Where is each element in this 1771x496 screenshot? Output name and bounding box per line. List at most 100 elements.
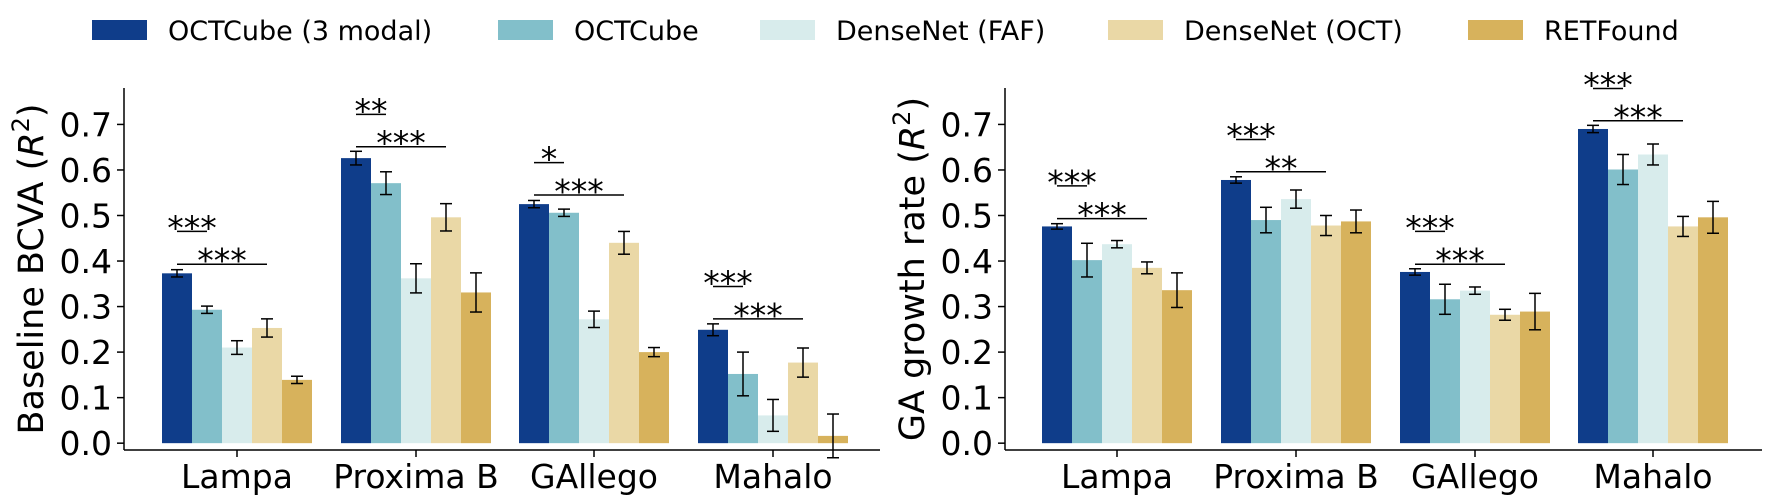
bar [1490, 314, 1520, 444]
x-tick-label: GAllego [530, 457, 658, 496]
significance-label: *** [376, 124, 426, 163]
bar [461, 292, 491, 444]
legend-swatch [760, 20, 815, 40]
y-axis-label: Baseline BCVA (R2) [7, 103, 52, 434]
bar [1162, 290, 1192, 444]
bar [341, 158, 371, 444]
bar [579, 319, 609, 444]
bar [431, 217, 461, 444]
bar [1042, 226, 1072, 444]
bar [401, 278, 431, 444]
bar [1400, 271, 1430, 444]
y-tick-label: 0.5 [941, 196, 993, 235]
bar [1430, 299, 1460, 444]
y-tick-label: 0.6 [60, 151, 112, 190]
significance-label: *** [1405, 208, 1455, 247]
x-tick-label: Lampa [1061, 457, 1173, 496]
y-tick-label: 0.5 [60, 196, 112, 235]
y-axis-label-superscript: 2 [888, 111, 916, 126]
legend-label: DenseNet (FAF) [836, 16, 1045, 47]
bar [162, 273, 192, 444]
bar [1072, 260, 1102, 444]
bar [1460, 290, 1490, 444]
legend: OCTCube (3 modal) OCTCube DenseNet (FAF) De… [92, 16, 1679, 47]
legend-swatch [498, 20, 553, 40]
bar [698, 329, 728, 444]
x-tick-label: Lampa [181, 457, 293, 496]
significance-label: *** [1435, 241, 1485, 280]
bar [1341, 221, 1371, 444]
y-axis-label-text: Baseline BCVA ( [12, 157, 52, 435]
y-axis-label-superscript: 2 [7, 117, 35, 132]
bar [1221, 179, 1251, 444]
bar [1520, 311, 1550, 444]
bar [1698, 217, 1728, 444]
bar [1578, 128, 1608, 444]
x-tick-label: Proxima B [1213, 457, 1379, 496]
legend-label: OCTCube (3 modal) [168, 16, 432, 47]
y-tick-label: 0.4 [941, 242, 993, 281]
y-tick-label: 0.3 [60, 288, 112, 327]
bar [371, 183, 401, 444]
y-axis-label-variable: R [12, 132, 52, 156]
y-tick-label: 0.7 [941, 105, 993, 144]
bar [1132, 267, 1162, 444]
bar [549, 212, 579, 444]
bar [519, 204, 549, 444]
x-tick-label: GAllego [1411, 457, 1539, 496]
y-tick-label: 0.3 [941, 288, 993, 327]
x-tick-label: Proxima B [333, 457, 499, 496]
significance-label: * [541, 140, 558, 179]
y-axis-label: GA growth rate (R2) [888, 97, 933, 441]
y-tick-label: 0.0 [60, 424, 112, 463]
legend-label: DenseNet (OCT) [1184, 16, 1403, 47]
bar [1281, 199, 1311, 444]
significance-label: *** [1077, 196, 1127, 235]
significance-label: *** [197, 241, 247, 280]
significance-label: *** [1583, 65, 1633, 104]
y-tick-label: 0.0 [941, 424, 993, 463]
y-tick-label: 0.7 [60, 105, 112, 144]
y-tick-label: 0.6 [941, 151, 993, 190]
y-axis-label-text: GA growth rate ( [893, 150, 933, 441]
y-axis-label-close: ) [893, 97, 933, 111]
significance-label: *** [733, 296, 783, 335]
y-axis-label-close: ) [12, 103, 52, 117]
bar [1102, 244, 1132, 444]
legend-swatch [92, 20, 147, 40]
bar [222, 347, 252, 444]
significance-label: *** [554, 172, 604, 211]
significance-label: ** [1265, 149, 1298, 188]
bar [192, 309, 222, 444]
bar [1608, 169, 1638, 444]
legend-swatch [1108, 20, 1163, 40]
significance-label: *** [1047, 163, 1097, 202]
y-tick-label: 0.2 [941, 333, 993, 372]
significance-label: *** [703, 264, 753, 303]
significance-label: ** [355, 91, 388, 130]
legend-label: OCTCube [574, 16, 699, 47]
y-tick-label: 0.2 [60, 333, 112, 372]
significance-label: *** [1226, 116, 1276, 155]
bar [639, 352, 669, 444]
significance-label: *** [167, 208, 217, 247]
bar [282, 379, 312, 444]
y-tick-label: 0.4 [60, 242, 112, 281]
bar [1638, 154, 1668, 444]
y-tick-label: 0.1 [60, 379, 112, 418]
bar [1251, 220, 1281, 444]
bar [252, 327, 282, 444]
bar [1311, 225, 1341, 444]
bar [1668, 226, 1698, 444]
chart-ga-growth-rate: 0.0 0.1 0.2 0.3 0.4 0.5 0.6 0.7GA growth rate (… [888, 65, 1762, 496]
legend-label: RETFound [1544, 16, 1679, 47]
y-axis-label-variable: R [893, 126, 933, 150]
y-tick-label: 0.1 [941, 379, 993, 418]
significance-label: *** [1613, 98, 1663, 137]
legend-swatch [1468, 20, 1523, 40]
x-tick-label: Mahalo [713, 457, 832, 496]
x-tick-label: Mahalo [1593, 457, 1712, 496]
bar [609, 242, 639, 444]
